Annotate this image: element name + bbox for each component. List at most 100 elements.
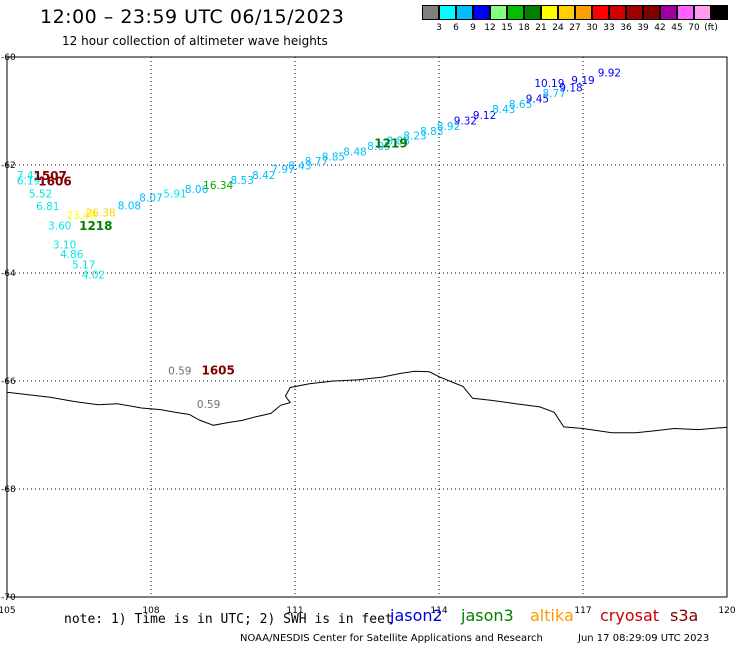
pass-time-label: 1606 — [38, 175, 71, 189]
wave-height-value: 8.42 — [252, 170, 275, 182]
wave-height-value: 26.38 — [86, 207, 116, 219]
latitude-tick-label: -68 — [1, 485, 16, 495]
satellite-legend-jason3: jason3 — [461, 606, 514, 625]
wave-height-value: 8.05 — [367, 141, 390, 153]
units-note: note: 1) Time is in UTC; 2) SWH is in fe… — [64, 612, 393, 627]
wave-height-value: 8.92 — [437, 121, 460, 133]
color-scale-label: 45 — [671, 23, 683, 33]
wave-height-value: 8.53 — [231, 175, 254, 187]
wave-height-value: 6.19 — [17, 175, 40, 187]
wave-height-value: 8.88 — [387, 135, 410, 147]
color-swatch — [456, 5, 473, 20]
color-scale-label: 33 — [603, 23, 615, 33]
color-swatch — [660, 5, 677, 20]
longitude-tick-label: 120 — [718, 606, 735, 616]
wave-height-value: 7.97 — [271, 164, 294, 176]
latitude-tick-label: -64 — [1, 269, 16, 279]
map-title: 12:00 – 23:59 UTC 06/15/2023 — [40, 6, 345, 28]
color-scale-label: 39 — [637, 23, 649, 33]
color-swatch — [592, 5, 609, 20]
color-swatch — [507, 5, 524, 20]
color-scale-label: 24 — [552, 23, 564, 33]
color-scale-label: 3 — [436, 23, 442, 33]
color-swatch — [473, 5, 490, 20]
color-swatch — [524, 5, 541, 20]
map-subtitle: 12 hour collection of altimeter wave hei… — [62, 34, 328, 48]
latitude-tick-label: -70 — [1, 593, 16, 603]
color-swatch — [711, 5, 728, 20]
color-scale-label: 6 — [453, 23, 459, 33]
wave-height-value: 5.17 — [72, 260, 95, 272]
wave-height-value: 10.19 — [534, 78, 564, 90]
longitude-tick-label: 117 — [574, 606, 591, 616]
color-scale-label: 21 — [535, 23, 547, 33]
wave-height-value: 9.92 — [598, 67, 621, 79]
wave-height-value: 4.86 — [60, 249, 84, 261]
longitude-tick-label: 111 — [286, 606, 303, 616]
color-swatch — [609, 5, 626, 20]
color-scale-label: 70 — [688, 23, 700, 33]
wave-height-value: 3.10 — [53, 240, 76, 252]
wave-height-value: 8.23 — [403, 131, 426, 143]
latitude-tick-label: -66 — [1, 377, 16, 387]
wave-height-value: 8.77 — [305, 156, 328, 168]
color-scale-label: 42 — [654, 23, 666, 33]
map-frame — [6, 56, 728, 598]
color-scale-label: 36 — [620, 23, 632, 33]
wave-height-value: 8.83 — [420, 126, 443, 138]
wave-height-value: 3.60 — [48, 220, 71, 232]
color-swatch — [677, 5, 694, 20]
wave-height-value: 5.52 — [29, 188, 52, 200]
color-swatch — [541, 5, 558, 20]
wave-height-value: 9.19 — [571, 75, 594, 87]
satellite-legend-jason2: jason2 — [390, 606, 443, 625]
antarctic-coastline — [6, 370, 728, 434]
credit-text: NOAA/NESDIS Center for Satellite Applica… — [240, 633, 543, 644]
color-swatch — [643, 5, 660, 20]
latitude-tick-label: -60 — [1, 53, 16, 63]
satellite-legend-altika: altika — [530, 606, 574, 625]
pass-time-label: 1605 — [201, 364, 234, 378]
wave-height-value: 8.07 — [139, 193, 162, 205]
color-swatch — [439, 5, 456, 20]
color-scale-label: 18 — [518, 23, 530, 33]
wave-height-value: 9.12 — [473, 110, 496, 122]
longitude-tick-label: 108 — [142, 606, 159, 616]
wave-height-value: 8.08 — [118, 200, 141, 212]
wave-height-value: 5.91 — [163, 188, 186, 200]
longitude-tick-label: 114 — [430, 606, 447, 616]
wave-height-value: 7.45 — [17, 170, 40, 182]
wave-height-value: 8.06 — [185, 184, 209, 196]
wave-height-value: 16.34 — [203, 180, 233, 192]
wave-height-value: 9.18 — [559, 83, 582, 95]
wave-height-value: 8.65 — [509, 99, 532, 111]
color-scale-label: 9 — [470, 23, 476, 33]
wave-height-value: 8.43 — [492, 104, 515, 116]
longitude-tick-label: 105 — [0, 606, 16, 616]
wave-height-value: 23.49 — [66, 210, 96, 222]
wave-height-value: 9.45 — [526, 93, 549, 105]
color-swatch — [558, 5, 575, 20]
wave-height-value: 4.02 — [82, 269, 105, 281]
wave-height-value: 8.85 — [322, 152, 345, 164]
color-swatch — [575, 5, 592, 20]
satellite-legend-s3a: s3a — [670, 606, 699, 625]
generated-timestamp: Jun 17 08:29:09 UTC 2023 — [578, 633, 710, 644]
wave-height-value: 8.77 — [543, 88, 566, 100]
color-swatch — [490, 5, 507, 20]
color-swatch — [694, 5, 711, 20]
pass-time-label: 1218 — [79, 219, 112, 233]
color-scale-label: 12 — [484, 23, 496, 33]
wave-height-value: 6.81 — [36, 201, 59, 213]
color-scale-label: 30 — [586, 23, 598, 33]
pass-time-label: 1507 — [33, 169, 66, 183]
color-scale-label: 15 — [501, 23, 513, 33]
latitude-tick-label: -62 — [1, 161, 16, 171]
satellite-legend-cryosat: cryosat — [600, 606, 660, 625]
wave-height-value: 8.43 — [288, 160, 311, 172]
wave-height-value: 8.48 — [343, 146, 366, 158]
color-swatch — [422, 5, 439, 20]
wave-height-value: 9.32 — [454, 116, 477, 128]
color-scale-label: 27 — [569, 23, 581, 33]
